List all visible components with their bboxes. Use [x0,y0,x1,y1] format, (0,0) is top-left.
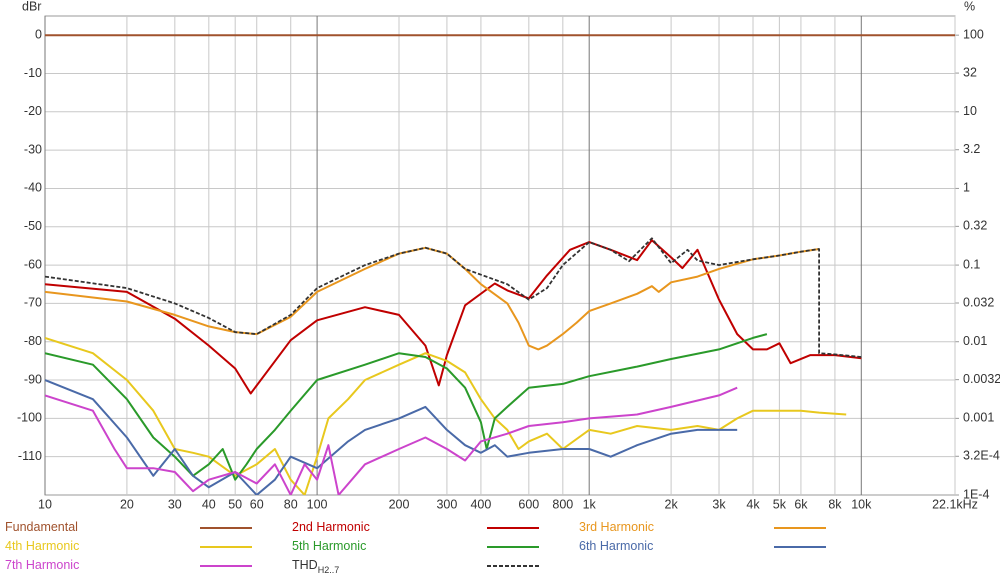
y2-tick-label: 0.0032 [963,372,1000,386]
legend-label: THDH2..7 [292,558,339,575]
x-tick-label: 1k [583,497,597,511]
legend-label: 2nd Harmonic [292,520,370,534]
x-tick-label: 300 [436,497,457,511]
x-tick-label: 3k [712,497,726,511]
legend-name: Fundamental [5,520,78,534]
x-tick-label: 800 [552,497,573,511]
y2-tick-label: 0.001 [963,411,994,425]
series-line [45,379,738,495]
y-tick-label: -100 [17,411,42,425]
legend-label: Fundamental [5,520,78,534]
plot-area [44,15,956,496]
x-tick-label: 80 [284,497,298,511]
y2-axis-label: % [964,0,975,13]
x-tick-label: 8k [828,497,842,511]
x-tick-label: 200 [389,497,410,511]
legend-name: 5th Harmonic [292,539,366,553]
x-tick-label: 5k [773,497,787,511]
x-tick-label: 4k [746,497,760,511]
y2-tick-label: 3.2E-4 [963,449,1000,463]
legend-label: 4th Harmonic [5,539,79,553]
y-axis-label: dBr [22,0,41,13]
legend-name: 4th Harmonic [5,539,79,553]
x-tick-label: 10k [851,497,872,511]
y-tick-label: -40 [24,181,42,195]
y2-tick-label: 0.032 [963,295,994,309]
y2-tick-label: 1E-4 [963,487,989,501]
x-tick-label: 10 [38,497,52,511]
y-tick-label: -20 [24,104,42,118]
y-tick-label: -80 [24,334,42,348]
legend-name: 7th Harmonic [5,558,79,572]
series-line [45,336,847,495]
legend-label: 6th Harmonic [579,539,653,553]
x-tick-label: 40 [202,497,216,511]
x-tick-label: 60 [250,497,264,511]
x-tick-label: 50 [228,497,242,511]
legend-label: 7th Harmonic [5,558,79,572]
x-tick-label: 2k [665,497,679,511]
y2-tick-label: 0.1 [963,257,980,271]
y2-tick-label: 100 [963,27,984,41]
legend-label: 3rd Harmonic [579,520,654,534]
series-line [45,386,738,495]
x-tick-label: 100 [307,497,328,511]
y-tick-label: -110 [18,449,42,463]
legend-subscript: H2..7 [318,565,340,575]
y-tick-label: -10 [24,66,42,80]
series-line [45,237,862,358]
y-tick-label: -30 [24,142,42,156]
x-tick-label: 400 [470,497,491,511]
x-tick-label: 6k [794,497,808,511]
plot-lines [45,34,955,495]
x-tick-label: 22.1kHz [932,497,978,511]
series-line [45,239,862,395]
y-tick-label: -50 [24,219,42,233]
x-tick-label: 20 [120,497,134,511]
x-tick-label: 30 [168,497,182,511]
y2-tick-label: 1 [963,181,970,195]
y-tick-label: -60 [24,257,42,271]
x-tick-label: 600 [518,497,539,511]
legend-label: 5th Harmonic [292,539,366,553]
y2-tick-label: 32 [963,65,977,79]
y-tick-label: -90 [24,372,42,386]
legend-name: 3rd Harmonic [579,520,654,534]
y2-tick-label: 10 [963,104,977,118]
legend-name: THD [292,558,318,572]
legend-name: 2nd Harmonic [292,520,370,534]
y2-tick-label: 3.2 [963,142,980,156]
legend-name: 6th Harmonic [579,539,653,553]
y-tick-label: 0 [35,27,42,41]
y2-tick-label: 0.32 [963,219,987,233]
y2-tick-label: 0.01 [963,334,987,348]
y-tick-label: -70 [24,296,42,310]
